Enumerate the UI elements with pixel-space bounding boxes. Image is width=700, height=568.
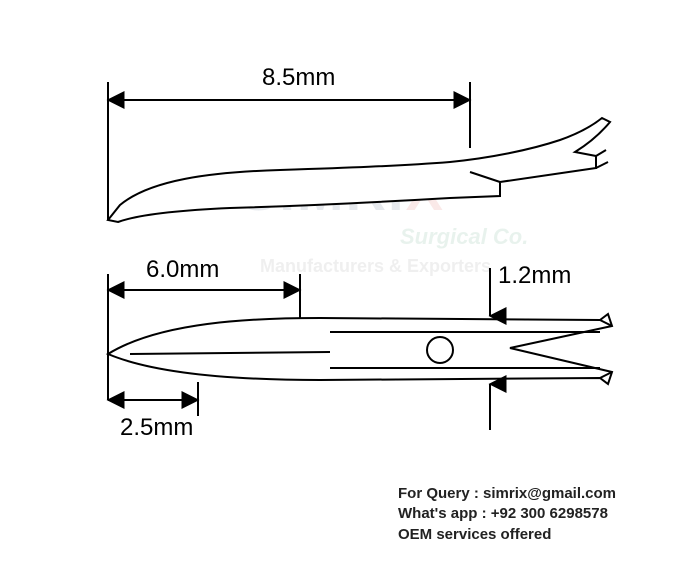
diagram-svg [0,0,700,568]
contact-oem: OEM services offered [398,525,616,545]
dim-hole-diameter: 1.2mm [498,262,571,290]
contact-block: For Query : simrix@gmail.com What's app … [398,484,616,545]
diagram-canvas: SIMRIX Surgical Co. Manufacturers & Expo… [0,0,700,568]
contact-whatsapp: What's app : +92 300 6298578 [398,504,616,524]
dim-blade-length: 6.0mm [146,256,219,284]
contact-email: For Query : simrix@gmail.com [398,484,616,504]
dim-tip-length: 2.5mm [120,414,193,442]
dim-overall-length: 8.5mm [262,64,335,92]
